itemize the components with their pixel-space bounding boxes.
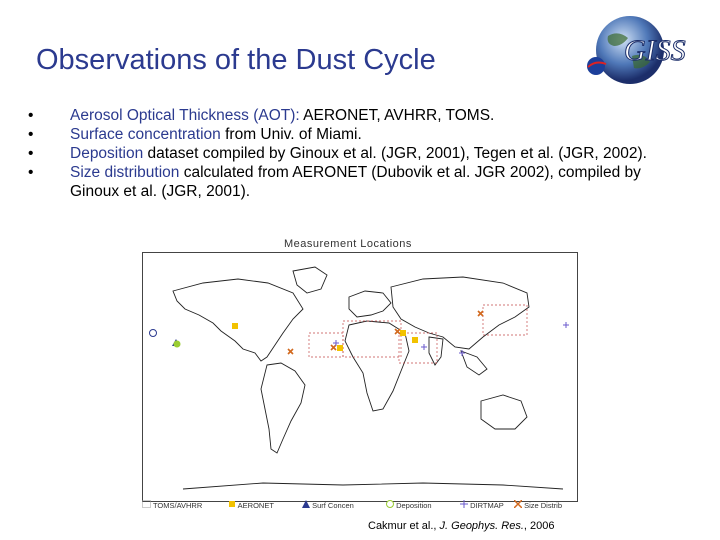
size-distrib-marker (477, 310, 484, 317)
deposition-marker (173, 340, 181, 348)
southeast-asia-outline (460, 350, 488, 376)
dirtmap-marker (333, 340, 339, 346)
citation-journal: J. Geophys. Res. (439, 520, 524, 532)
square-icon (229, 501, 235, 507)
bullet-text: calculated from AERONET (Dubovik et al. … (70, 164, 641, 200)
legend-label: Surf Concen (312, 501, 354, 510)
india-outline (428, 336, 444, 366)
legend-label: Size Distrib (524, 501, 563, 510)
citation: Cakmur et al., J. Geophys. Res., 2006 (368, 520, 555, 532)
dirtmap-marker (421, 344, 427, 350)
legend-label: AERONET (237, 501, 274, 510)
greenland-outline (292, 266, 328, 294)
bullet-marker: • (28, 145, 34, 162)
legend-item-dirtmap: DIRTMAP (460, 500, 504, 510)
bullet-marker: • (28, 164, 34, 181)
toms-region-arabia (398, 332, 438, 364)
bullet-highlight: Surface concentration (70, 126, 221, 143)
surf-concen-marker (149, 329, 157, 337)
circle-icon (386, 500, 394, 508)
bullet-surface: • Surface concentration from Univ. of Mi… (28, 125, 668, 144)
plus-icon (460, 500, 468, 508)
nasa-giss-logo: GISS (587, 16, 686, 84)
north-america-outline (172, 278, 304, 362)
logo-text: GISS (624, 34, 686, 67)
dirtmap-marker (459, 350, 465, 356)
aeronet-marker (232, 323, 238, 329)
bullet-highlight: Deposition (70, 145, 144, 162)
world-map (142, 252, 578, 502)
triangle-icon (302, 500, 310, 508)
citation-year: , 2006 (523, 520, 555, 532)
bullet-text: AERONET, AVHRR, TOMS. (299, 107, 495, 124)
australia-outline (480, 394, 528, 430)
slide-title: Observations of the Dust Cycle (36, 44, 436, 76)
size-distrib-marker (330, 344, 337, 351)
legend-item-toms: TOMS/AVHRR (142, 500, 202, 510)
measurement-map: Measurement Locations (140, 238, 580, 510)
legend-label: TOMS/AVHRR (152, 501, 203, 510)
legend-item-aeronet: AERONET (228, 500, 274, 510)
legend-label: DIRTMAP (470, 501, 504, 510)
citation-authors: Cakmur et al., (368, 520, 440, 532)
bullet-marker: • (28, 107, 34, 124)
map-legend: TOMS/AVHRR AERONET Surf Concen Depositio… (142, 499, 578, 512)
aeronet-marker (412, 337, 418, 343)
dotted-box-icon (142, 500, 151, 508)
africa-outline (344, 320, 410, 412)
legend-item-deposition: Deposition (386, 500, 432, 510)
aeronet-marker (337, 345, 343, 351)
asia-outline (390, 276, 530, 350)
map-title: Measurement Locations (284, 238, 412, 250)
bullet-highlight: Size distribution (70, 164, 180, 181)
bullet-aot: • Aerosol Optical Thickness (AOT): AERON… (28, 106, 668, 125)
dirtmap-marker (563, 322, 569, 328)
toms-region-east-asia (482, 304, 528, 336)
bullet-list: • Aerosol Optical Thickness (AOT): AERON… (28, 106, 668, 201)
bullet-highlight: Aerosol Optical Thickness (AOT): (70, 107, 300, 124)
legend-label: Deposition (396, 501, 432, 510)
bullet-size: • Size distribution calculated from AERO… (28, 163, 668, 201)
bullet-marker: • (28, 126, 34, 143)
toms-region-north-africa (342, 320, 402, 358)
legend-item-size-distrib: Size Distrib (513, 499, 563, 510)
bullet-text: dataset compiled by Ginoux et al. (JGR, … (143, 145, 647, 162)
legend-item-surf-concen: Surf Concen (302, 500, 354, 510)
south-america-outline (260, 362, 306, 454)
size-distrib-marker (287, 348, 294, 355)
bullet-deposition: • Deposition dataset compiled by Ginoux … (28, 144, 668, 163)
cross-icon (513, 499, 523, 509)
size-distrib-marker (394, 328, 401, 335)
bullet-text: from Univ. of Miami. (220, 126, 362, 143)
antarctica-outline (182, 482, 564, 490)
aeronet-marker (400, 330, 406, 336)
europe-outline (348, 290, 392, 318)
